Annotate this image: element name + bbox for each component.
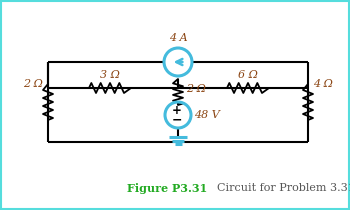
Text: 6 Ω: 6 Ω [238,70,258,80]
Text: Circuit for Problem 3.31.: Circuit for Problem 3.31. [210,183,350,193]
Text: 4 Ω: 4 Ω [313,79,333,89]
Text: 48 V: 48 V [194,110,220,120]
Text: −: − [172,113,182,126]
Text: Figure P3.31: Figure P3.31 [127,182,207,193]
Text: 4 A: 4 A [169,33,187,43]
Text: +: + [172,104,182,117]
Text: 2 Ω: 2 Ω [23,79,43,89]
Text: 3 Ω: 3 Ω [100,70,120,80]
Text: 2 Ω: 2 Ω [186,84,206,94]
